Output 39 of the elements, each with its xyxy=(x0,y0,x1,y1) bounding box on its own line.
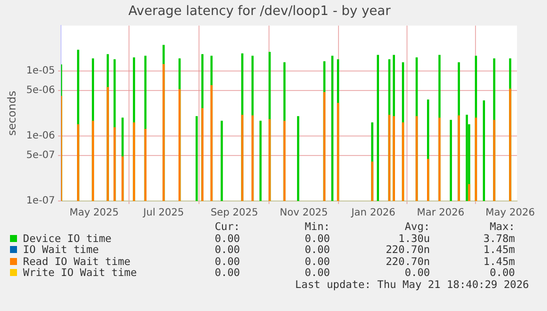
text: 0.00 xyxy=(404,267,430,280)
y-tick-label: 1e-05 xyxy=(26,66,56,77)
text: 1.45m xyxy=(482,244,515,256)
x-tick-label: Nov 2025 xyxy=(280,208,328,219)
x-tick-label: Jan 2026 xyxy=(350,208,396,219)
text: 0.00 xyxy=(214,256,240,268)
chart-title: Average latency for /dev/loop1 - by year xyxy=(128,4,392,20)
text: 0.00 xyxy=(304,267,330,280)
legend-label: Read IO Wait time xyxy=(23,256,130,268)
text: 0.00 xyxy=(304,232,330,245)
text: 0.00 xyxy=(304,244,330,256)
text: 0.00 xyxy=(214,232,240,245)
y-tick-label: 5e-06 xyxy=(26,85,56,96)
text: 3.78m xyxy=(482,232,515,245)
text: 220.70n xyxy=(384,244,430,256)
x-tick-label: Mar 2026 xyxy=(416,208,464,219)
y-tick-label: 1e-07 xyxy=(26,196,56,207)
legend-label: Device IO time xyxy=(23,232,112,244)
text: 0.00 xyxy=(304,256,330,268)
text: Max: xyxy=(488,221,515,234)
text: 0.00 xyxy=(214,267,240,280)
text: Cur: xyxy=(214,221,240,234)
text: Last update: Thu May 21 18:40:29 2026 xyxy=(295,279,529,291)
text: 220.70n xyxy=(384,256,430,268)
text: Avg: xyxy=(404,221,430,234)
text: 0.00 xyxy=(488,267,515,280)
text: 0.00 xyxy=(214,244,240,256)
text: 1.30u xyxy=(397,232,430,245)
y-axis-title: seconds xyxy=(5,90,18,136)
text: Min: xyxy=(304,221,330,234)
y-tick-label: 5e-07 xyxy=(26,150,56,162)
x-tick-label: May 2026 xyxy=(486,208,535,219)
x-tick-label: May 2025 xyxy=(69,208,119,219)
x-tick-label: Sep 2025 xyxy=(210,208,258,219)
x-tick-label: Jul 2025 xyxy=(142,208,184,219)
legend-label: IO Wait time xyxy=(23,244,99,256)
y-tick-label: 1e-06 xyxy=(26,130,56,142)
text: 1.45m xyxy=(482,256,515,268)
legend-label: Write IO Wait time xyxy=(23,267,137,279)
